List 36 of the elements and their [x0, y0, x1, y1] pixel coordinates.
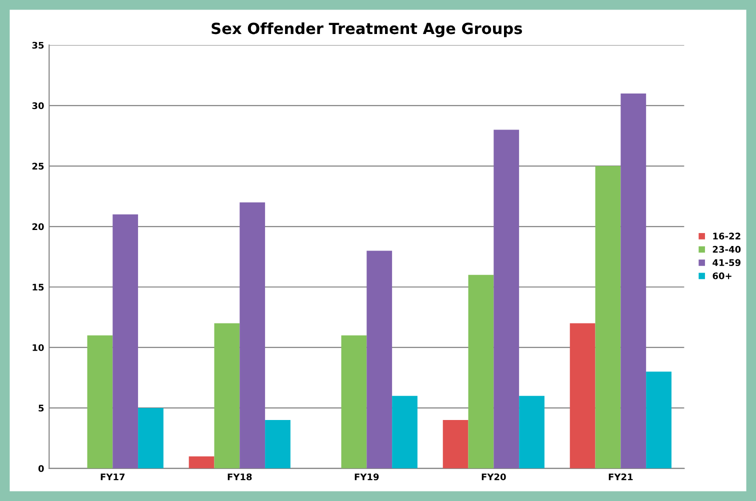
legend-label: 16-22 — [713, 232, 740, 240]
bar — [570, 323, 596, 468]
x-tick-label: FY17 — [100, 474, 125, 480]
legend-label: 41-59 — [712, 259, 740, 266]
bar — [87, 335, 113, 468]
bar — [620, 93, 646, 468]
bar — [366, 250, 392, 468]
bar — [442, 420, 468, 468]
bar — [265, 420, 290, 468]
y-tick-label: 25 — [32, 162, 44, 170]
bar — [188, 456, 214, 468]
bar — [646, 372, 672, 468]
y-tick-label: 5 — [38, 404, 44, 412]
legend-label: 60+ — [712, 272, 732, 280]
bar — [112, 214, 138, 468]
y-tick-label: 10 — [32, 344, 44, 352]
bar — [214, 323, 240, 468]
y-tick-label: 20 — [32, 223, 44, 230]
x-tick-label: FY21 — [608, 473, 633, 480]
chart-title: Sex Offender Treatment Age Groups — [212, 22, 522, 38]
bar — [468, 274, 494, 468]
bar — [494, 130, 520, 468]
x-tick-label: FY20 — [482, 473, 506, 480]
bar — [392, 396, 418, 468]
bar — [595, 166, 621, 468]
y-tick-label: 15 — [32, 284, 44, 291]
bar — [519, 396, 544, 468]
bar — [138, 408, 164, 468]
x-tick-label: FY18 — [228, 473, 252, 480]
y-tick-label: 0 — [38, 465, 44, 472]
x-tick-label: FY19 — [354, 473, 379, 480]
bar — [341, 335, 367, 468]
legend-label: 23-40 — [712, 246, 741, 253]
bar — [240, 202, 266, 468]
y-tick-label: 35 — [32, 42, 44, 49]
y-tick-label: 30 — [32, 102, 44, 110]
